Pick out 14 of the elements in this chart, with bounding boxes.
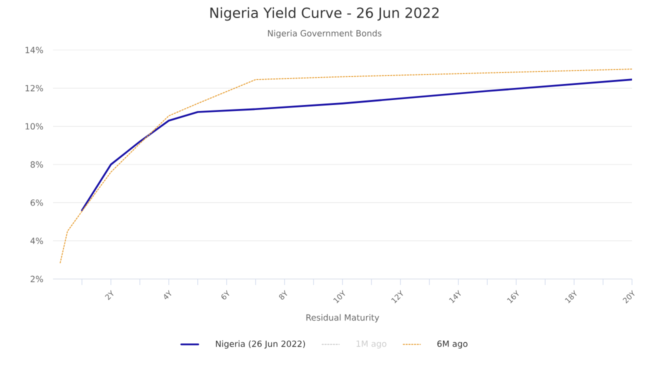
y-tick-label: 14% xyxy=(26,46,44,54)
line-series xyxy=(81,78,632,212)
y-tick-label: 6% xyxy=(30,199,44,206)
legend-label: 6M ago xyxy=(437,340,468,349)
y-tick-label: 12% xyxy=(26,84,44,92)
y-tick-label: 10% xyxy=(26,123,44,130)
legend-label: Nigeria (26 Jun 2022) xyxy=(216,340,305,349)
line-series xyxy=(60,68,632,264)
x-axis-title: Residual Maturity xyxy=(306,314,380,322)
y-tick-label: 4% xyxy=(30,238,44,244)
chart-title: Nigeria Yield Curve - 26 Jun 2022 xyxy=(210,7,439,21)
chart-subtitle: Nigeria Government Bonds xyxy=(268,30,382,38)
y-tick-label: 2% xyxy=(30,276,44,282)
y-tick-label: 8% xyxy=(30,161,44,168)
